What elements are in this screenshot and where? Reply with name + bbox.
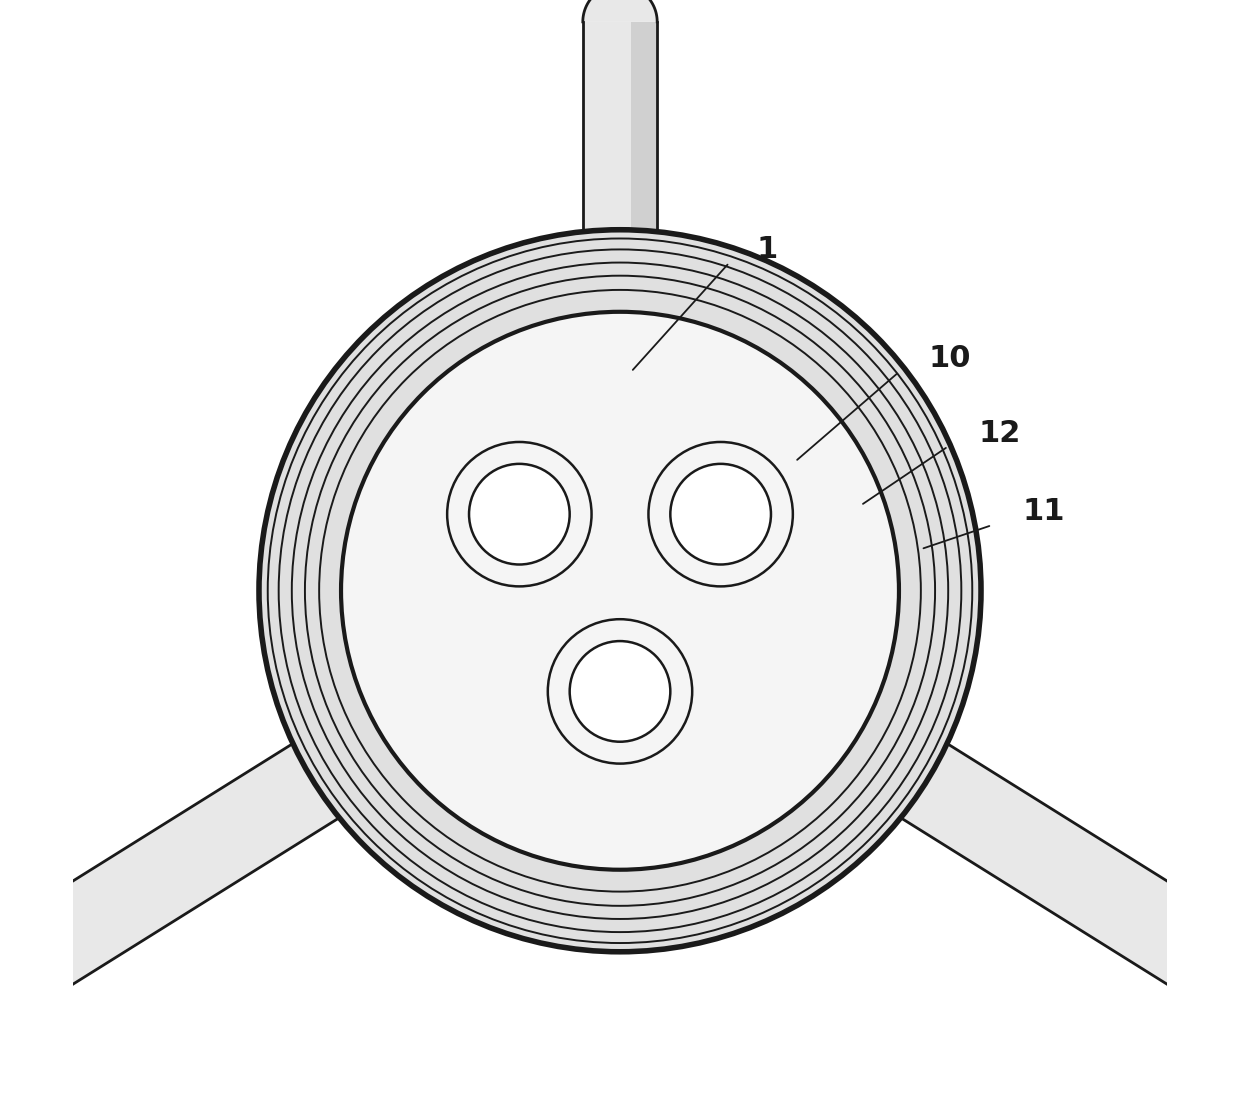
Polygon shape [583,22,657,230]
Text: 1: 1 [756,235,777,264]
Circle shape [548,619,692,764]
Polygon shape [0,740,346,1069]
Polygon shape [894,740,1240,1069]
Text: 11: 11 [1023,498,1065,526]
Polygon shape [631,22,657,230]
Circle shape [448,442,591,586]
Circle shape [569,641,671,742]
Text: 12: 12 [978,419,1022,447]
Circle shape [671,464,771,565]
Text: 10: 10 [929,345,971,373]
Circle shape [649,442,792,586]
Circle shape [259,230,981,952]
Polygon shape [583,0,657,22]
Circle shape [341,312,899,870]
Circle shape [469,464,569,565]
